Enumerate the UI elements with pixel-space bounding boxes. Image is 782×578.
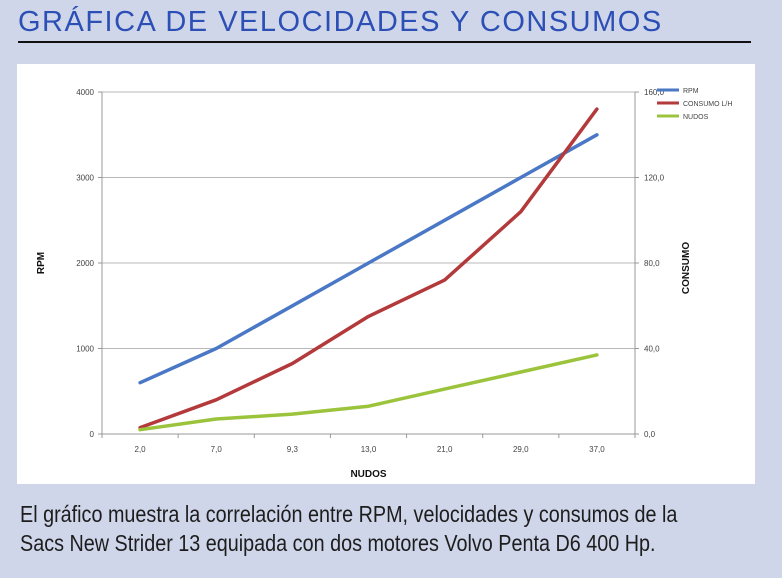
- series-line-rpm: [138, 133, 599, 385]
- page-title: GRÁFICA DE VELOCIDADES Y CONSUMOS: [18, 6, 663, 38]
- y-axis-title: RPM: [36, 252, 47, 274]
- y2-axis-title: CONSUMO: [681, 242, 692, 294]
- x-tick-label: 9,3: [287, 445, 299, 454]
- y2-tick-label: 160,0: [644, 88, 665, 97]
- y-tick-label: 2000: [76, 259, 94, 268]
- x-tick-label: 2,0: [135, 445, 147, 454]
- title-divider: [18, 41, 751, 43]
- y-tick-label: 4000: [76, 88, 94, 97]
- y2-tick-label: 80,0: [644, 259, 660, 268]
- chart-panel: 0 1000 2000 3000 4000 0,0 40,0 80,0 120,0 160,0 2,…: [17, 64, 755, 484]
- x-axis-title: NUDOS: [350, 469, 386, 480]
- legend-label-nudos: NUDOS: [683, 114, 709, 121]
- y-tick-label: 1000: [76, 345, 94, 354]
- y2-tick-label: 120,0: [644, 174, 665, 183]
- x-tick-label: 7,0: [211, 445, 223, 454]
- caption-line-1: El gráfico muestra la correlación entre …: [20, 501, 678, 527]
- series-line-consumo-l-h: [138, 107, 599, 430]
- x-tick-label: 21,0: [437, 445, 453, 454]
- caption-line-2: Sacs New Strider 13 equipada con dos mot…: [20, 530, 656, 556]
- x-tick-label: 13,0: [361, 445, 377, 454]
- legend-label-rpm: RPM: [683, 88, 699, 95]
- chart: 0 1000 2000 3000 4000 0,0 40,0 80,0 120,0 160,0 2,…: [36, 88, 732, 480]
- x-tick-label: 37,0: [589, 445, 605, 454]
- y2-tick-label: 40,0: [644, 345, 660, 354]
- chart-caption: El gráfico muestra la correlación entre …: [20, 500, 678, 558]
- y-tick-label: 3000: [76, 174, 94, 183]
- x-tick-label: 29,0: [513, 445, 529, 454]
- series-line-nudos: [138, 353, 599, 432]
- y-tick-label: 0: [90, 430, 95, 439]
- legend-label-consumo-l-h: CONSUMO L/H: [683, 101, 732, 108]
- y2-tick-label: 0,0: [644, 430, 656, 439]
